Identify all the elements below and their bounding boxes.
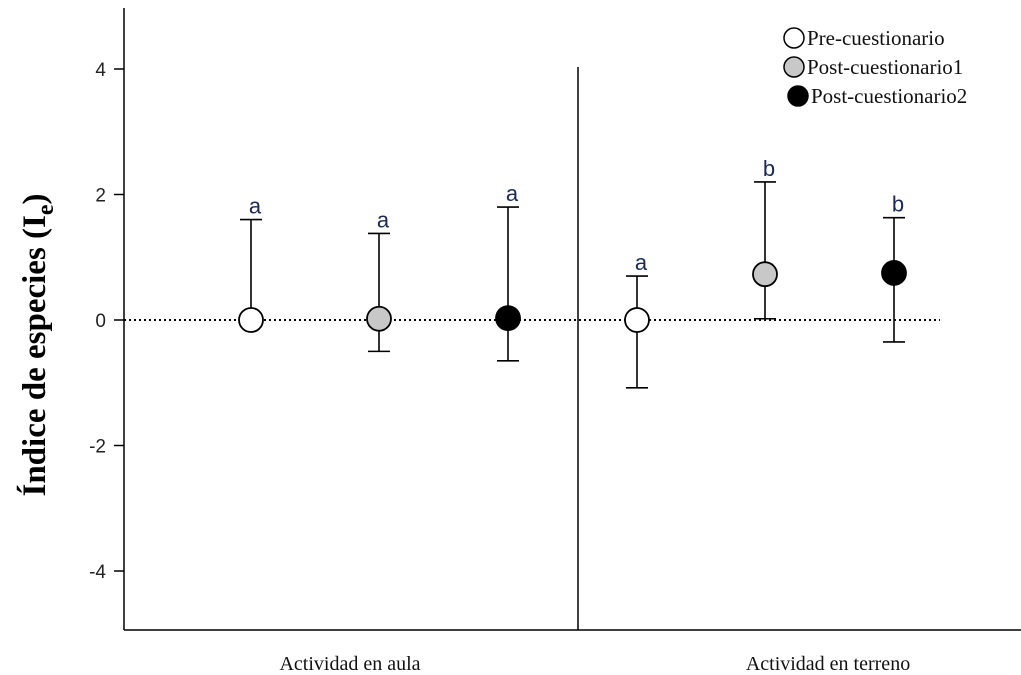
legend: Pre-cuestionario Post-cuestionario1 Post-c… (783, 26, 967, 108)
y-axis-title-close: ) (17, 193, 53, 204)
y-tick-label: 0 (95, 311, 106, 332)
y-tick-label: -2 (89, 437, 106, 458)
significance-letter: a (506, 181, 519, 206)
y-tick-label: 4 (95, 60, 106, 81)
legend-marker (787, 85, 809, 107)
significance-letter: a (635, 250, 648, 275)
x-group-labels: Actividad en aula Actividad en terreno (279, 653, 910, 675)
y-tick-label: -4 (89, 562, 106, 583)
data-point (366, 305, 392, 332)
data-point (238, 307, 264, 333)
data-point (495, 305, 521, 332)
y-ticks: -4 -2 0 2 4 (89, 60, 124, 583)
x-group-label: Actividad en aula (279, 653, 420, 675)
y-axis-title: Índice de especies (Ie) (16, 193, 59, 496)
data-point (881, 260, 907, 286)
legend-marker (783, 27, 805, 49)
significance-letter: a (377, 207, 390, 232)
y-axis-title-subscript: e (33, 204, 59, 215)
y-tick-label: 2 (95, 186, 106, 207)
significance-letter: b (763, 156, 775, 181)
significance-letter: a (249, 194, 262, 219)
significance-letter: b (892, 192, 904, 217)
legend-label: Pre-cuestionario (807, 26, 945, 50)
y-axis-label: Índice de especies (Ie) (16, 193, 59, 496)
legend-label: Post-cuestionario2 (811, 84, 967, 108)
data-marks: a a a b a b (238, 156, 907, 389)
data-point (752, 261, 778, 288)
x-group-label: Actividad en terreno (746, 653, 910, 675)
data-point (624, 307, 650, 333)
y-axis-title-text: Índice de especies (I (16, 215, 53, 496)
legend-marker (783, 56, 805, 78)
legend-label: Post-cuestionario1 (807, 55, 963, 79)
